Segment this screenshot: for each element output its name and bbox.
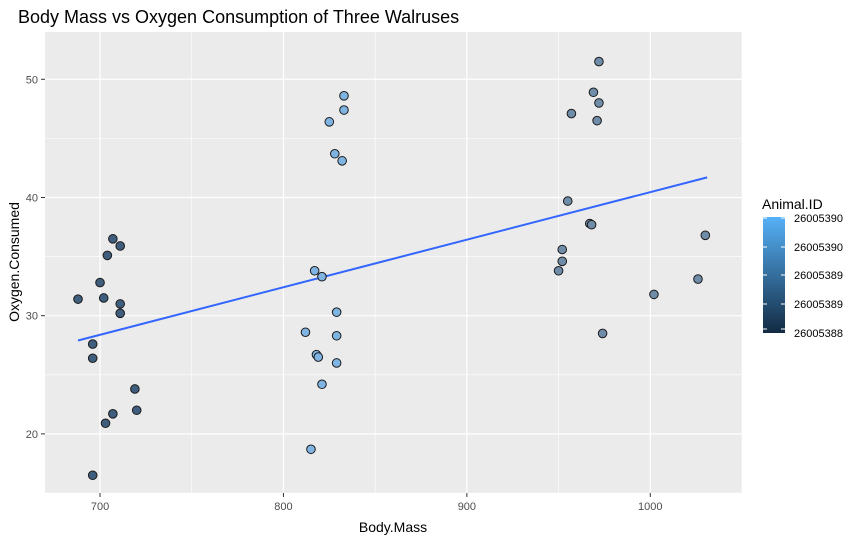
- legend-label-4: 26005388: [794, 328, 843, 340]
- data-point: [594, 98, 604, 108]
- x-tick-label: 1000: [638, 501, 662, 513]
- trend-line: [77, 176, 708, 342]
- data-points: [73, 56, 711, 481]
- data-point: [108, 234, 118, 244]
- data-point: [339, 105, 349, 115]
- data-point: [330, 148, 340, 159]
- legend: Animal.ID 26005390 26005390 26005389 260…: [762, 196, 843, 340]
- data-point: [331, 307, 342, 317]
- data-point: [331, 330, 342, 341]
- data-point: [557, 244, 568, 255]
- data-point: [309, 265, 320, 276]
- data-point: [131, 405, 142, 416]
- y-tick-label: 20: [26, 429, 38, 441]
- data-point: [557, 256, 568, 267]
- data-point: [108, 409, 118, 419]
- data-point: [115, 241, 126, 251]
- data-point: [693, 274, 703, 284]
- data-point: [317, 271, 327, 282]
- data-point: [586, 219, 597, 230]
- x-tick-label: 800: [274, 501, 292, 513]
- data-point: [102, 250, 113, 261]
- data-point: [73, 294, 83, 304]
- data-point: [339, 91, 349, 101]
- data-point: [553, 265, 564, 276]
- data-point: [313, 352, 324, 362]
- data-point: [300, 327, 311, 338]
- legend-label-3: 26005389: [794, 299, 843, 311]
- y-tick-label: 50: [26, 74, 38, 86]
- data-point: [588, 87, 599, 98]
- x-tick-label: 700: [91, 501, 109, 513]
- data-point: [562, 196, 573, 206]
- data-point: [87, 470, 98, 481]
- chart-title: Body Mass vs Oxygen Consumption of Three…: [18, 7, 459, 27]
- data-point: [566, 108, 577, 119]
- trend-line-group: [77, 176, 708, 342]
- data-point: [115, 308, 126, 319]
- data-point: [331, 358, 342, 368]
- y-tick-label: 30: [26, 311, 38, 323]
- y-tick-label: 40: [26, 192, 38, 204]
- legend-ticks: [763, 217, 785, 330]
- data-point: [98, 293, 109, 303]
- data-point: [87, 353, 98, 364]
- data-point: [306, 444, 316, 455]
- y-axis-title: Oxygen.Consumed: [6, 202, 22, 322]
- legend-label-2: 26005389: [794, 270, 843, 282]
- legend-label-0: 26005390: [794, 213, 843, 225]
- data-point: [594, 56, 604, 67]
- data-point: [649, 289, 659, 300]
- legend-colorbar: [763, 217, 785, 333]
- x-axis-title: Body.Mass: [359, 519, 427, 535]
- data-point: [95, 277, 105, 288]
- data-point: [597, 328, 608, 339]
- data-point: [317, 379, 327, 390]
- data-point: [324, 117, 335, 127]
- data-point: [700, 230, 711, 241]
- minor-gridlines: [45, 32, 743, 494]
- data-point: [592, 115, 602, 126]
- data-point: [337, 156, 347, 166]
- data-point: [130, 384, 140, 394]
- x-axis-ticks: 700 800 900 1000: [91, 493, 663, 513]
- legend-title: Animal.ID: [762, 196, 823, 212]
- x-tick-label: 900: [458, 501, 476, 513]
- data-point: [100, 418, 111, 429]
- data-point: [87, 339, 98, 349]
- legend-label-1: 26005390: [794, 242, 843, 254]
- data-point: [115, 299, 126, 309]
- y-axis-ticks: 20 30 40 50: [26, 74, 45, 441]
- plot-panel: [45, 32, 742, 493]
